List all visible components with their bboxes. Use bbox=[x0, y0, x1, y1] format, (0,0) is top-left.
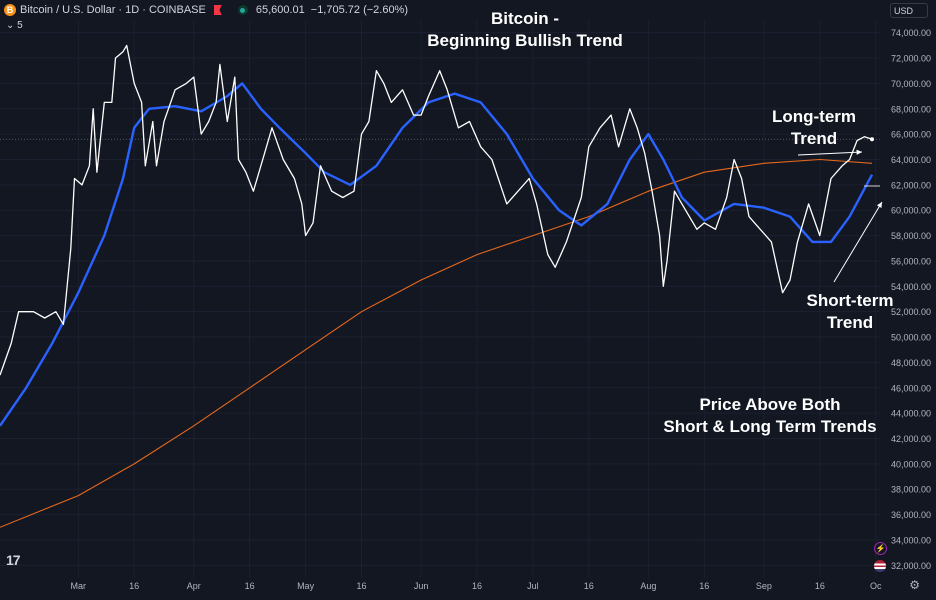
y-tick-label: 72,000.00 bbox=[891, 54, 931, 64]
lightning-icon[interactable]: ⚡ bbox=[874, 542, 887, 555]
x-tick-label: 16 bbox=[815, 581, 825, 591]
x-tick-label: 16 bbox=[129, 581, 139, 591]
y-tick-label: 34,000.00 bbox=[891, 535, 931, 545]
y-tick-label: 64,000.00 bbox=[891, 155, 931, 165]
x-tick-label: 16 bbox=[356, 581, 366, 591]
symbol-title[interactable]: Bitcoin / U.S. Dollar · 1D · COINBASE bbox=[20, 4, 206, 16]
price-axis[interactable]: 32,000.00 34,000.00 36,000.00 38,000.00 40,0… bbox=[891, 28, 931, 571]
long-term-trend-label: Long-term Trend bbox=[754, 106, 874, 150]
y-tick-label: 38,000.00 bbox=[891, 485, 931, 495]
x-tick-label: Sep bbox=[756, 581, 772, 591]
y-tick-label: 36,000.00 bbox=[891, 510, 931, 520]
price-line bbox=[0, 44, 873, 376]
us-flag-icon[interactable] bbox=[874, 560, 886, 572]
title-line-2: Beginning Bullish Trend bbox=[427, 31, 623, 50]
long-term-trend-line bbox=[0, 158, 873, 528]
x-tick-label: 16 bbox=[472, 581, 482, 591]
market-status-icon bbox=[237, 5, 248, 15]
price-above-line-2: Short & Long Term Trends bbox=[663, 417, 877, 436]
indicator-toggle[interactable]: ⌄ 5 bbox=[6, 20, 23, 31]
y-tick-label: 66,000.00 bbox=[891, 130, 931, 140]
long-term-arrow bbox=[797, 149, 863, 156]
y-tick-label: 48,000.00 bbox=[891, 358, 931, 368]
x-tick-label: 16 bbox=[245, 581, 255, 591]
x-tick-label: Jun bbox=[414, 581, 429, 591]
chart-grid bbox=[0, 20, 880, 578]
annotation-arrows bbox=[797, 149, 883, 283]
short-term-trend-line bbox=[0, 82, 874, 427]
title-line-1: Bitcoin - bbox=[491, 9, 559, 28]
y-tick-label: 50,000.00 bbox=[891, 333, 931, 343]
y-tick-label: 42,000.00 bbox=[891, 434, 931, 444]
short-term-line-2: Trend bbox=[826, 313, 874, 332]
last-price: 65,600.01 bbox=[255, 4, 305, 16]
y-tick-label: 44,000.00 bbox=[891, 409, 931, 419]
x-tick-label: Jul bbox=[527, 581, 539, 591]
tradingview-logo-icon[interactable]: 17 bbox=[6, 552, 21, 568]
y-tick-label: 56,000.00 bbox=[891, 256, 931, 266]
short-term-arrow bbox=[833, 201, 883, 283]
y-tick-label: 70,000.00 bbox=[891, 79, 931, 89]
y-tick-label: 52,000.00 bbox=[891, 307, 931, 317]
y-tick-label: 68,000.00 bbox=[891, 104, 931, 114]
x-tick-label: 16 bbox=[584, 581, 594, 591]
x-tick-label: Oc bbox=[870, 581, 882, 591]
y-tick-label: 62,000.00 bbox=[891, 180, 931, 190]
long-term-line-2: Trend bbox=[790, 129, 838, 148]
short-term-line-1: Short-term bbox=[806, 291, 894, 310]
long-term-line-1: Long-term bbox=[771, 107, 857, 126]
short-term-trend-label: Short-term Trend bbox=[790, 290, 910, 334]
x-tick-label: Aug bbox=[640, 581, 656, 591]
x-tick-label: Apr bbox=[187, 581, 201, 591]
price-above-line-1: Price Above Both bbox=[699, 395, 841, 414]
x-tick-label: 16 bbox=[699, 581, 709, 591]
y-tick-label: 54,000.00 bbox=[891, 282, 931, 292]
x-tick-label: May bbox=[297, 581, 315, 591]
y-tick-label: 60,000.00 bbox=[891, 206, 931, 216]
time-axis[interactable]: Mar 16 Apr 16 May 16 Jun 16 Jul 16 Aug 16 Sep 16 Oc bbox=[71, 581, 882, 591]
y-tick-label: 32,000.00 bbox=[891, 561, 931, 571]
flag-icon[interactable] bbox=[213, 5, 222, 15]
gear-icon[interactable]: ⚙ bbox=[909, 578, 920, 592]
y-tick-label: 74,000.00 bbox=[891, 28, 931, 38]
y-tick-label: 40,000.00 bbox=[891, 459, 931, 469]
last-price-dot bbox=[870, 137, 874, 142]
x-tick-label: Mar bbox=[71, 581, 87, 591]
y-tick-label: 58,000.00 bbox=[891, 231, 931, 241]
symbol-header: B Bitcoin / U.S. Dollar · 1D · COINBASE … bbox=[0, 0, 408, 20]
series-layer bbox=[0, 44, 874, 528]
y-tick-label: 46,000.00 bbox=[891, 383, 931, 393]
bitcoin-coin-icon: B bbox=[4, 4, 16, 16]
chart-title: Bitcoin - Beginning Bullish Trend bbox=[390, 8, 660, 52]
currency-select[interactable]: USD bbox=[890, 3, 928, 18]
price-change: −1,705.72 (−2.60%) bbox=[310, 4, 409, 16]
price-above-label: Price Above Both Short & Long Term Trend… bbox=[650, 394, 890, 438]
